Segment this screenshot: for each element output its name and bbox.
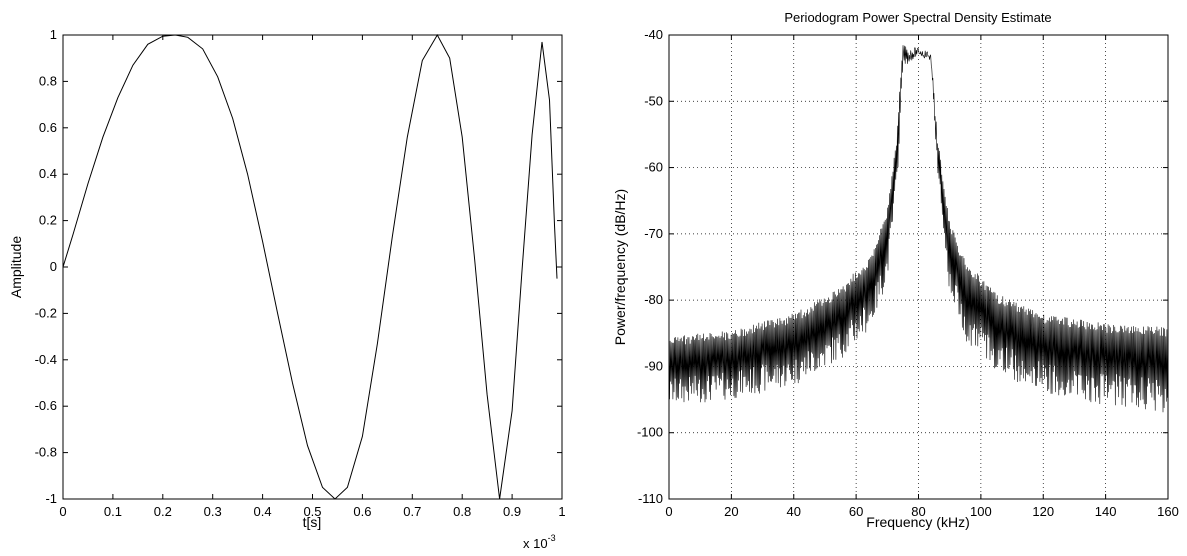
x-axis-multiplier-exponent: -3 [548,533,556,543]
psd-title: Periodogram Power Spectral Density Estim… [784,10,1051,25]
amplitude-x-tick-label: 0.4 [254,504,272,519]
psd-y-tick-label: -110 [638,491,663,506]
amplitude-y-tick-label: 0.4 [39,166,57,181]
psd-plot: Periodogram Power Spectral Density Estim… [612,10,1179,530]
psd-plot-frame [668,34,1169,500]
amplitude-y-tick-label: -1 [45,491,57,506]
amplitude-y-tick-label: 0.2 [39,213,57,228]
psd-x-tick-label: 160 [1157,504,1179,519]
psd-x-tick-label: 80 [911,504,925,519]
psd-x-tick-label: 60 [849,504,863,519]
amplitude-x-tick-label: 1 [558,504,565,519]
psd-y-tick-label: -40 [644,27,663,42]
psd-x-tick-label: 140 [1095,504,1117,519]
psd-y-tick-label: -80 [644,292,663,307]
psd-x-axis-label: Frequency (kHz) [866,514,969,530]
psd-y-tick-label: -100 [637,425,663,440]
amplitude-y-tick-label: 0.8 [39,73,57,88]
psd-x-tick-label: 120 [1032,504,1054,519]
amplitude-y-tick-label: -0.4 [35,352,57,367]
amplitude-x-tick-label: 0.5 [303,504,321,519]
amplitude-y-tick-label: -0.6 [35,398,57,413]
psd-y-tick-label: -90 [644,358,663,373]
amplitude-y-tick-label: -0.8 [35,445,57,460]
psd-x-tick-label: 20 [724,504,738,519]
amplitude-y-axis-label: Amplitude [8,236,24,298]
psd-y-tick-label: -50 [644,93,663,108]
amplitude-plot-frame [62,34,563,500]
amplitude-x-tick-label: 0.7 [403,504,421,519]
psd-x-tick-label: 100 [970,504,992,519]
psd-y-tick-label: -60 [644,160,663,175]
amplitude-x-tick-label: 0.8 [453,504,471,519]
amplitude-x-axis-label: t[s] [303,514,322,530]
amplitude-x-tick-label: 0.1 [104,504,122,519]
x-axis-multiplier-base: x 10 [523,536,548,551]
amplitude-x-tick-label: 0.9 [503,504,521,519]
psd-y-axis-label: Power/frequency (dB/Hz) [612,189,628,345]
amplitude-plot: 0 0.1 0.2 0.3 0.4 0.5 0.6 0.7 0.8 0.9 1 1 0.8 0.6 0.4 0… [8,27,566,551]
amplitude-series-line [62,33,558,500]
amplitude-y-tick-label: 1 [50,27,57,42]
amplitude-y-tick-label: -0.2 [35,305,57,320]
amplitude-x-tick-label: 0.6 [353,504,371,519]
x-axis-multiplier: x 10-3 [523,533,556,551]
psd-x-tick-label: 40 [787,504,801,519]
amplitude-y-tick-label: 0.6 [39,120,57,135]
amplitude-y-tick-label: 0 [50,259,57,274]
psd-x-tick-label: 0 [665,504,672,519]
amplitude-x-tick-label: 0.2 [154,504,172,519]
psd-y-tick-label: -70 [644,226,663,241]
amplitude-x-tick-label: 0.3 [204,504,222,519]
psd-series-line [668,45,1169,413]
amplitude-x-tick-label: 0 [59,504,66,519]
